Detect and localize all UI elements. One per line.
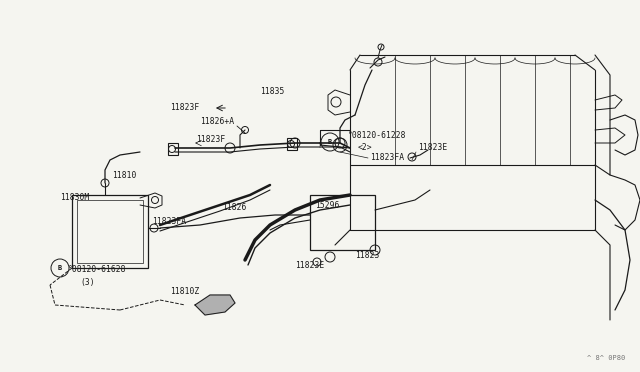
Text: 11810: 11810 (112, 170, 136, 180)
Polygon shape (195, 295, 235, 315)
Text: 11823FA: 11823FA (370, 154, 404, 163)
Text: °08120-61228: °08120-61228 (348, 131, 406, 140)
Text: 11830M: 11830M (60, 193, 89, 202)
Text: <2>: <2> (358, 142, 372, 151)
Text: 11835: 11835 (260, 87, 284, 96)
Text: (3): (3) (80, 278, 95, 286)
Bar (72, 195, 148, 268)
Text: 11810Z: 11810Z (170, 288, 199, 296)
Text: 11826: 11826 (222, 203, 246, 212)
Text: 11823E: 11823E (418, 144, 447, 153)
Text: 11823E: 11823E (295, 260, 324, 269)
Text: 11826+A: 11826+A (200, 118, 234, 126)
Text: 11823F: 11823F (170, 103, 199, 112)
Text: 11823: 11823 (355, 250, 380, 260)
Text: B: B (328, 139, 332, 145)
Text: 11823FA: 11823FA (152, 218, 186, 227)
Text: ^ 8^ 0P80: ^ 8^ 0P80 (587, 355, 625, 361)
Bar (310, 195, 375, 250)
Text: B: B (58, 265, 62, 271)
Bar (287, 138, 297, 150)
Bar (168, 143, 178, 155)
Text: 15296: 15296 (315, 201, 339, 209)
Text: 11823F: 11823F (196, 135, 225, 144)
Text: °08120-61628: °08120-61628 (68, 266, 127, 275)
Bar (77, 200, 143, 263)
